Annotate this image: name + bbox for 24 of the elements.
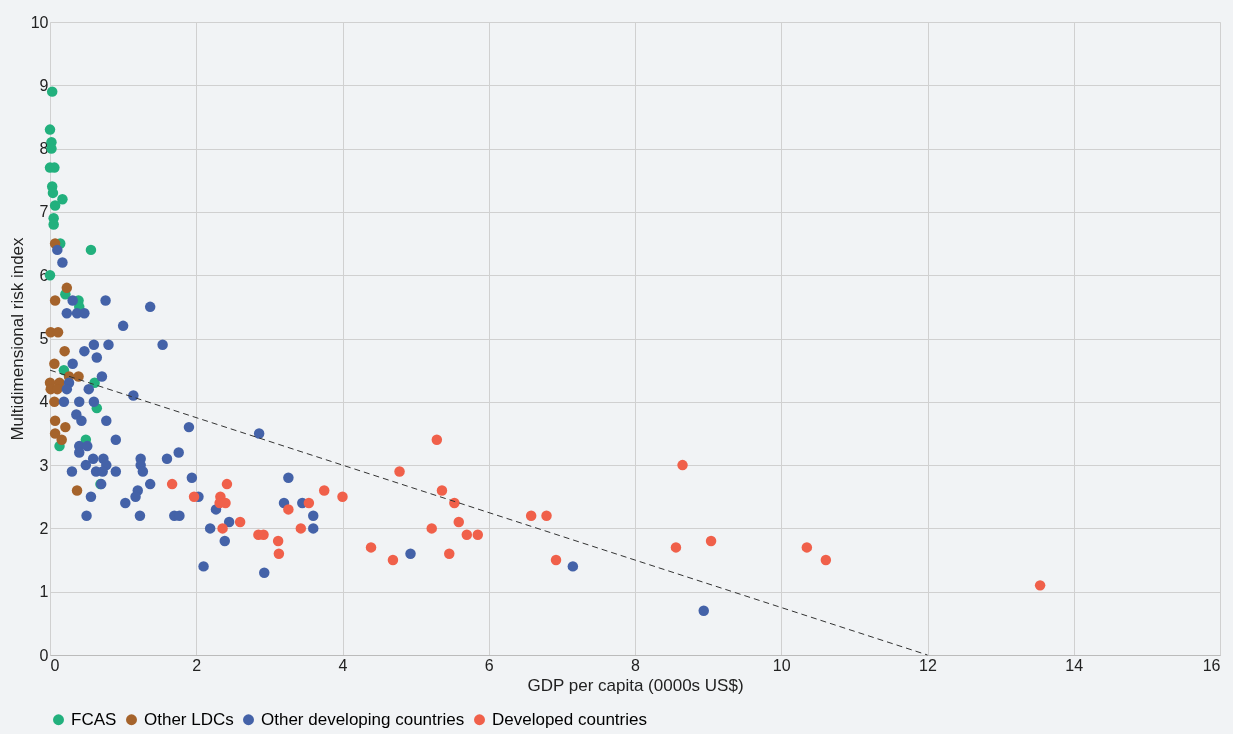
x-tick-label: 8 — [631, 656, 641, 674]
legend-label: Developed countries — [492, 709, 647, 729]
y-tick-label: 9 — [39, 76, 49, 94]
x-tick-label: 4 — [338, 656, 348, 674]
y-tick-label: 10 — [30, 13, 49, 31]
x-tick-label: 10 — [772, 656, 791, 674]
y-tick-label: 3 — [39, 456, 49, 474]
y-tick-label: 5 — [39, 330, 49, 347]
y-axis-title: Multidimensional risk index — [7, 236, 27, 441]
x-tick-label: 0 — [50, 656, 60, 674]
y-tick-label: 4 — [39, 393, 49, 411]
x-tick-label: 14 — [1065, 656, 1084, 674]
legend-label: Other LDCs — [144, 709, 234, 729]
y-tick-label: 7 — [39, 203, 49, 221]
x-tick-label: 2 — [192, 656, 202, 674]
legend-label: Other developing countries — [261, 709, 465, 729]
x-tick-label: 12 — [919, 656, 937, 674]
x-axis-title: GDP per capita (0000s US$) — [527, 675, 744, 695]
y-tick-label: 2 — [39, 519, 49, 537]
x-tick-label: 6 — [484, 656, 494, 674]
y-tick-label: 1 — [39, 583, 49, 601]
y-tick-label: 8 — [39, 140, 49, 158]
legend-label: FCAS — [71, 709, 117, 729]
x-tick-label: 16 — [1202, 656, 1221, 674]
